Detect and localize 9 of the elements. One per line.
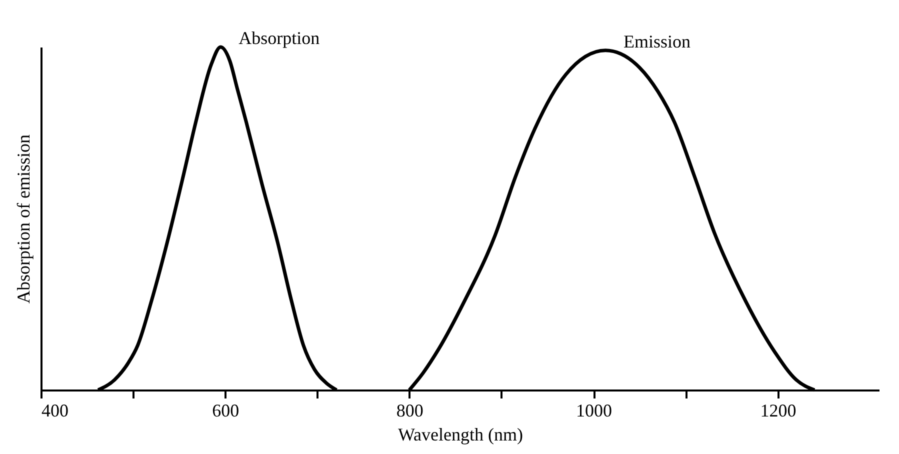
series-label: Absorption <box>238 28 320 48</box>
x-tick-label: 600 <box>212 400 240 420</box>
x-tick-label: 800 <box>396 400 424 420</box>
series-label: Emission <box>624 31 691 52</box>
x-axis-title: Wavelength (nm) <box>398 424 524 444</box>
y-axis-title: Absorption of emission <box>14 134 34 304</box>
x-tick-label: 1000 <box>576 400 612 420</box>
x-tick-label: 400 <box>42 400 68 420</box>
x-tick-label: 1200 <box>760 400 796 420</box>
